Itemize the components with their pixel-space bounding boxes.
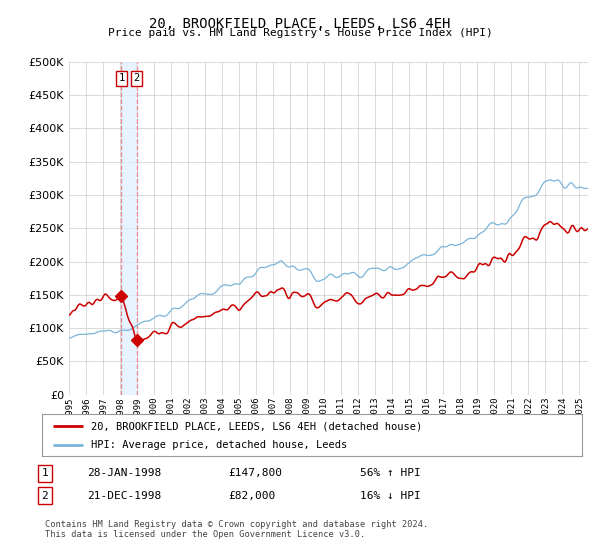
Text: £82,000: £82,000 (228, 491, 275, 501)
Text: 56% ↑ HPI: 56% ↑ HPI (360, 468, 421, 478)
Text: 28-JAN-1998: 28-JAN-1998 (87, 468, 161, 478)
Text: 20, BROOKFIELD PLACE, LEEDS, LS6 4EH (detached house): 20, BROOKFIELD PLACE, LEEDS, LS6 4EH (de… (91, 421, 422, 431)
Text: Price paid vs. HM Land Registry's House Price Index (HPI): Price paid vs. HM Land Registry's House … (107, 28, 493, 38)
Text: 1: 1 (118, 73, 125, 83)
Text: £147,800: £147,800 (228, 468, 282, 478)
Text: 1: 1 (41, 468, 49, 478)
Text: 2: 2 (41, 491, 49, 501)
Text: 20, BROOKFIELD PLACE, LEEDS, LS6 4EH: 20, BROOKFIELD PLACE, LEEDS, LS6 4EH (149, 17, 451, 31)
Text: Contains HM Land Registry data © Crown copyright and database right 2024.
This d: Contains HM Land Registry data © Crown c… (45, 520, 428, 539)
Bar (121, 62, 137, 395)
Text: 21-DEC-1998: 21-DEC-1998 (87, 491, 161, 501)
Text: 2: 2 (133, 73, 140, 83)
Text: 16% ↓ HPI: 16% ↓ HPI (360, 491, 421, 501)
Text: HPI: Average price, detached house, Leeds: HPI: Average price, detached house, Leed… (91, 441, 347, 450)
